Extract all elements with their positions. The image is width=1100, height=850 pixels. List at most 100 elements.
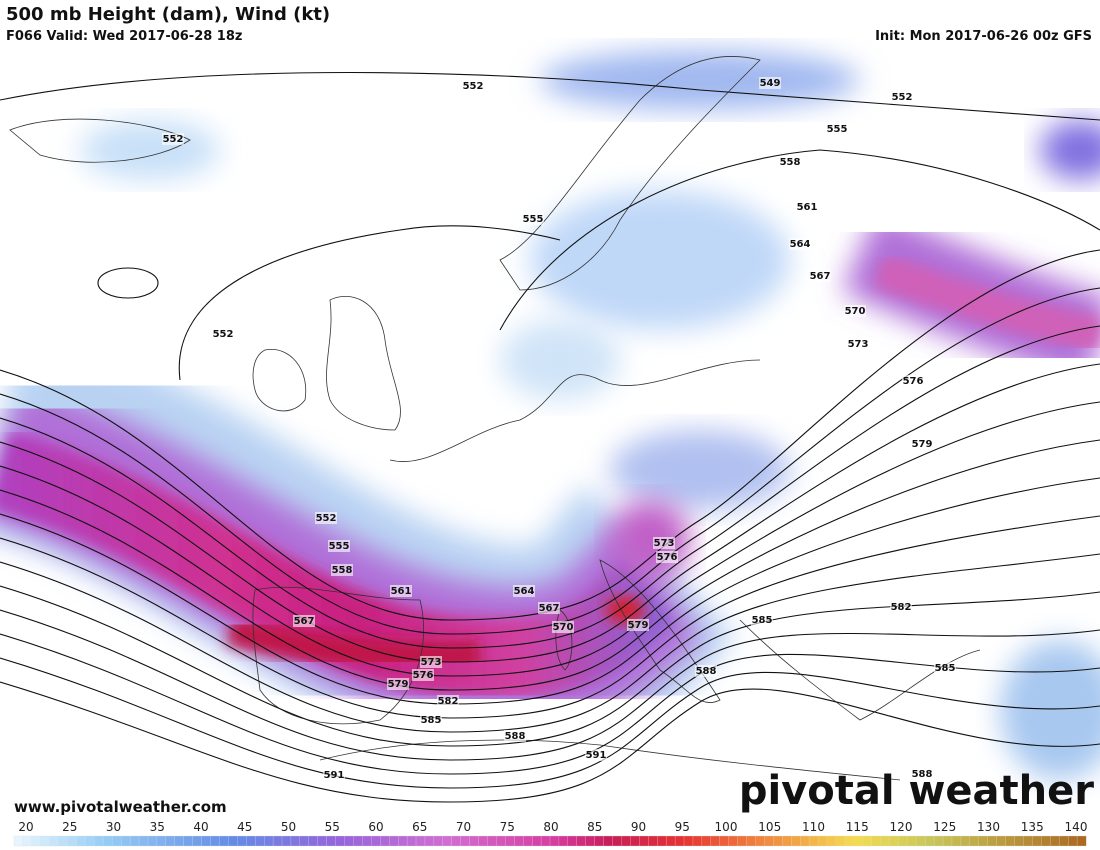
contour-line <box>0 681 1100 803</box>
colorbar-tick-label: 95 <box>675 820 690 834</box>
contour-line <box>97 267 159 299</box>
height-contours <box>0 71 1100 803</box>
contour-label-bg <box>751 614 773 626</box>
colorbar-cell <box>835 835 846 847</box>
contour-label-bg <box>695 665 717 677</box>
colorbar-cell <box>960 835 971 847</box>
website: www.pivotalweather.com <box>14 798 227 816</box>
colorbar-cell <box>58 835 69 847</box>
contour-label: 585 <box>935 663 956 674</box>
colorbar-cell <box>782 835 792 847</box>
contour-label-bg <box>420 656 442 668</box>
contour-label-bg <box>462 80 484 92</box>
colorbar-cell <box>576 835 587 847</box>
colorbar-tick-label: 60 <box>368 820 383 834</box>
contour-label-bg <box>902 375 924 387</box>
contour-line <box>0 363 1100 663</box>
colorbar-cell <box>505 835 515 847</box>
colorbar-tick-label: 45 <box>237 820 252 834</box>
contour-label-bg <box>890 601 912 613</box>
contour-label-bg <box>513 585 535 597</box>
colorbar-cell <box>165 835 176 847</box>
contour-label: 585 <box>752 615 773 626</box>
map-title: 500 mb Height (dam), Wind (kt) <box>6 4 330 25</box>
contour-label: 588 <box>696 666 717 677</box>
colorbar-tick-label: 105 <box>758 820 781 834</box>
colorbar-tick-label: 20 <box>18 820 33 834</box>
contour-label-bg <box>522 213 544 225</box>
contour-line <box>0 477 1100 705</box>
contour-label-bg <box>315 512 337 524</box>
contour-label-bg <box>911 438 933 450</box>
contour-label: 558 <box>780 157 801 168</box>
contour-label-bg <box>847 338 869 350</box>
colorbar-cell <box>603 835 613 847</box>
colorbar-cell <box>22 835 33 847</box>
colorbar-cell <box>746 835 756 847</box>
colorbar-cell <box>710 835 721 847</box>
colorbar-cell <box>487 835 497 847</box>
colorbar-cell <box>549 835 560 847</box>
colorbar-cell <box>121 835 131 847</box>
colorbar-cell <box>1067 835 1078 847</box>
colorbar-cell <box>692 835 703 847</box>
colorbar-cell <box>246 835 256 847</box>
colorbar-cell <box>791 835 801 847</box>
contour-label-bg <box>934 662 956 674</box>
colorbar-cell <box>308 835 319 847</box>
colorbar-cell <box>942 835 953 847</box>
colorbar-cell <box>898 835 908 847</box>
colorbar-cell <box>496 835 506 847</box>
colorbar-cell <box>469 835 479 847</box>
contour-label-bg <box>420 714 442 726</box>
colorbar-cell <box>1023 835 1033 847</box>
colorbar-cell <box>1059 835 1069 847</box>
contour-label: 552 <box>316 513 337 524</box>
contour-label-bg <box>796 201 818 213</box>
contour-label: 579 <box>628 620 649 631</box>
colorbar-cell <box>817 835 828 847</box>
colorbar-cell <box>594 835 605 847</box>
contour-label: 585 <box>421 715 442 726</box>
colorbar-cell <box>344 835 354 847</box>
contour-line <box>0 249 1100 621</box>
colorbar-tick-label: 140 <box>1065 820 1088 834</box>
colorbar-cell <box>31 835 42 847</box>
colorbar-tick-label: 70 <box>456 820 471 834</box>
contour-label: 582 <box>438 696 459 707</box>
colorbar-cell <box>1014 835 1024 847</box>
contour-label-bg <box>412 669 434 681</box>
contour-label: 555 <box>523 214 544 225</box>
colorbar-cell <box>933 835 944 847</box>
contour-label-bg <box>627 619 649 631</box>
colorbar-cell <box>514 835 524 847</box>
colorbar-cell <box>192 835 203 847</box>
contour-label: 564 <box>790 239 811 250</box>
colorbar-tick-label: 115 <box>846 820 869 834</box>
contour-label: 591 <box>586 750 607 761</box>
colorbar-cell <box>478 835 488 847</box>
colorbar-tick-label: 80 <box>543 820 558 834</box>
colorbar-cell <box>853 835 864 847</box>
contour-label-bg <box>779 156 801 168</box>
colorbar-cell <box>263 835 274 847</box>
colorbar-cell <box>558 835 569 847</box>
colorbar-cell <box>85 835 95 847</box>
colorbar-cell <box>1050 835 1060 847</box>
colorbar-cell <box>389 835 399 847</box>
contour-label: 555 <box>827 124 848 135</box>
colorbar-cell <box>326 835 337 847</box>
colorbar-cell <box>808 835 819 847</box>
contour-label: 591 <box>324 770 345 781</box>
colorbar-cell <box>755 835 765 847</box>
colorbar-cell <box>674 835 685 847</box>
contour-label: 567 <box>810 271 831 282</box>
colorbar-cell <box>281 835 292 847</box>
contour-label: 573 <box>654 538 675 549</box>
contour-line <box>0 585 1100 747</box>
colorbar-cell <box>174 835 185 847</box>
colorbar-cell <box>925 835 935 847</box>
colorbar-cell <box>969 835 980 847</box>
contour-line <box>0 633 1100 775</box>
colorbar-cell <box>880 835 890 847</box>
